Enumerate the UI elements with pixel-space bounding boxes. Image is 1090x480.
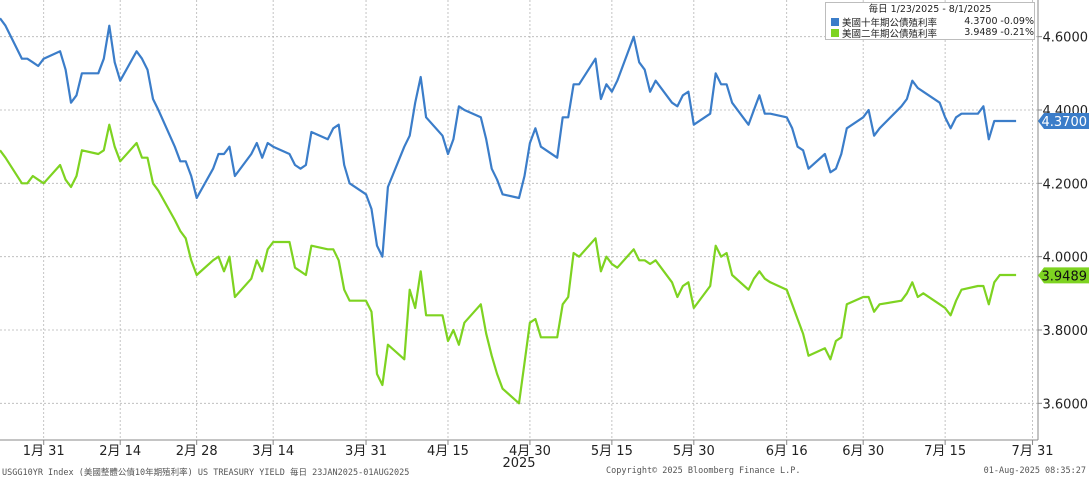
x-tick-label: 2月 14 xyxy=(99,444,141,459)
last-value-badge-text-1: 3.9489 xyxy=(1042,269,1088,284)
last-value-badge-bg-1 xyxy=(1038,267,1089,284)
x-tick-label: 6月 30 xyxy=(842,444,884,459)
series-line-1 xyxy=(0,123,1017,405)
legend-name-2y: 美國二年期公債殖利率 xyxy=(842,28,938,40)
x-tick-label: 1月 31 xyxy=(23,444,65,459)
x-tick-label: 4月 15 xyxy=(427,444,469,459)
x-tick-label: 2月 28 xyxy=(176,444,218,459)
y-tick-label: 4.0000 xyxy=(1043,251,1089,266)
legend-name-10y: 美國十年期公債殖利率 xyxy=(842,17,938,29)
last-value-badge-bg-0 xyxy=(1038,113,1089,129)
x-tick-label: 3月 31 xyxy=(345,444,387,459)
last-value-badge-text-0: 4.3700 xyxy=(1042,115,1088,130)
legend-entry-10y: 美國十年期公債殖利率 4.3700 -0.09% xyxy=(826,16,1034,29)
x-axis-ticks: 1月 31 2月 14 2月 28 3月 14 3月 31 4月 15 4月 30 5月 15… xyxy=(23,440,1054,459)
x-tick-label: 3月 14 xyxy=(252,444,294,459)
legend-value-10y: 4.3700 xyxy=(964,16,998,27)
last-value-badge-0: 4.3700 xyxy=(1038,113,1089,130)
y-tick-label: 4.2000 xyxy=(1043,177,1089,192)
legend: 毎日 1/23/2025 - 8/1/2025 美國十年期公債殖利率 4.370… xyxy=(825,2,1035,40)
x-tick-label: 5月 15 xyxy=(591,444,633,459)
x-tick-label: 5月 30 xyxy=(673,444,715,459)
last-value-badge-1: 3.9489 xyxy=(1038,267,1089,284)
legend-value-2y: 3.9489 xyxy=(964,27,998,38)
axes xyxy=(0,0,1039,441)
legend-swatch-2y xyxy=(831,28,839,37)
x-tick-label: 7月 15 xyxy=(924,444,966,459)
year-label: 2025 xyxy=(502,456,535,471)
legend-entry-2y: 美國二年期公債殖利率 3.9489 -0.21% xyxy=(826,27,1034,40)
x-tick-label: 4月 30 xyxy=(509,444,551,459)
footer-timestamp: 01-Aug-2025 08:35:27 xyxy=(983,466,1086,476)
last-value-badges: 4.3700 3.9489 xyxy=(1038,113,1089,284)
legend-change-2y: -0.21% xyxy=(1000,27,1034,38)
x-tick-label: 6月 16 xyxy=(766,444,808,459)
series-layer xyxy=(0,17,1017,405)
legend-period: 毎日 1/23/2025 - 8/1/2025 xyxy=(868,4,992,15)
legend-swatch-10y xyxy=(831,17,839,26)
y-tick-label: 4.6000 xyxy=(1043,31,1089,46)
legend-change-10y: -0.09% xyxy=(1000,16,1034,27)
footer-copyright: Copyright© 2025 Bloomberg Finance L.P. xyxy=(606,466,801,476)
grid-lines xyxy=(0,0,1038,440)
series-line-0 xyxy=(0,17,1017,258)
footer-source: USGG10YR Index (美國整體公債10年期殖利率) US TREASU… xyxy=(2,468,410,478)
x-tick-label: 7月 31 xyxy=(1012,444,1054,459)
y-tick-label: 3.6000 xyxy=(1043,397,1089,412)
y-tick-label: 3.8000 xyxy=(1043,324,1089,339)
